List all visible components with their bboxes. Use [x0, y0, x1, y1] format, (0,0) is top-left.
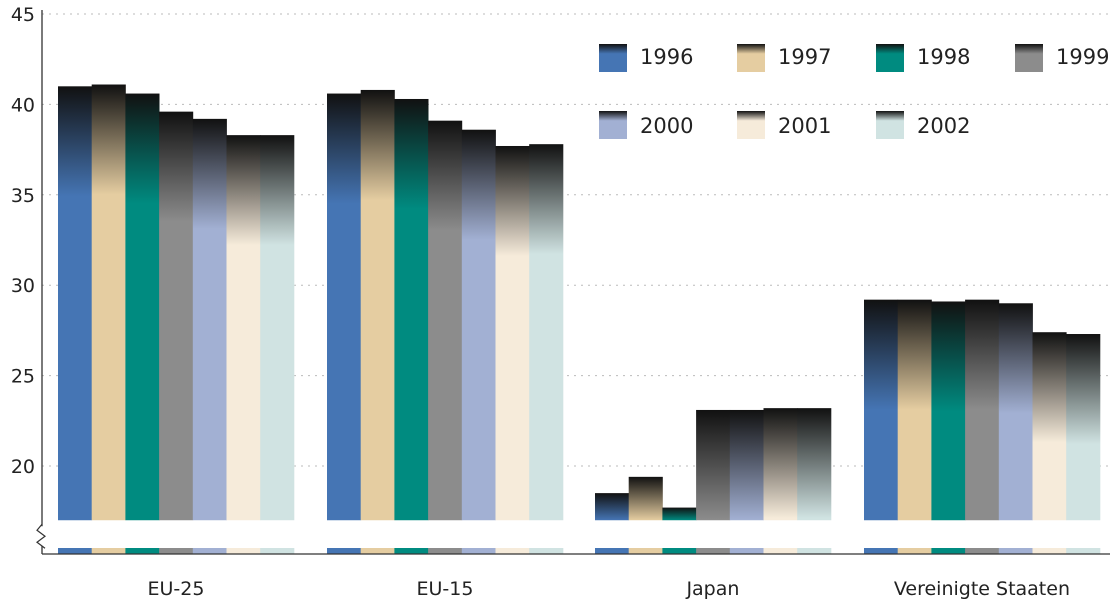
x-tick-label: Japan	[685, 578, 739, 600]
bar-japan-1999	[696, 409, 731, 521]
bar-eu-15-2000	[461, 129, 496, 521]
bar-stub	[428, 548, 463, 554]
bar-stub	[696, 548, 731, 554]
legend-label: 2001	[778, 114, 831, 138]
bar-vereinigte-staaten-1999	[965, 299, 1000, 521]
bar-stub	[226, 548, 261, 554]
category-labels: EU-25 EU-15 Japan Vereinigte Staaten	[147, 578, 1070, 600]
y-tick-label: 20	[11, 456, 35, 478]
bar-stub	[797, 548, 832, 554]
bar-stub	[931, 548, 966, 554]
bar-eu-25-1999	[159, 111, 194, 521]
bar-eu-15-2002	[529, 144, 564, 521]
bar-japan-1998	[662, 507, 697, 521]
bar-eu-15-1996	[327, 93, 362, 521]
bar-stub	[159, 548, 194, 554]
bar-stub	[763, 548, 798, 554]
bar-eu-15-1999	[428, 120, 463, 521]
legend-swatch	[599, 111, 627, 139]
bar-stub	[965, 548, 1000, 554]
bar-stub	[529, 548, 564, 554]
legend-label: 1996	[640, 45, 693, 69]
bar-stub	[192, 548, 227, 554]
bar-stub	[260, 548, 295, 554]
legend-swatch	[737, 44, 765, 72]
legend-swatch	[876, 111, 904, 139]
y-tick-label: 25	[11, 366, 35, 388]
legend-label: 2000	[640, 114, 693, 138]
bar-japan-1997	[628, 476, 663, 521]
bar-eu-25-1996	[58, 86, 93, 521]
legend-label: 2002	[917, 114, 970, 138]
bar-eu-25-1997	[91, 84, 126, 521]
x-tick-label: Vereinigte Staaten	[894, 578, 1070, 600]
x-tick-label: EU-25	[147, 578, 204, 600]
bar-stub	[864, 548, 899, 554]
bar-stub	[628, 548, 663, 554]
bar-stub	[1066, 548, 1101, 554]
bar-stub	[729, 548, 764, 554]
axis-break-marker	[36, 523, 46, 549]
bar-stub	[897, 548, 932, 554]
bars	[58, 84, 1101, 554]
y-axis-ticks: 20 25 30 35 40 45	[11, 4, 35, 478]
y-tick-label: 30	[11, 275, 35, 297]
bar-vereinigte-staaten-2001	[1032, 332, 1067, 521]
bar-stub	[595, 548, 630, 554]
bar-stub	[998, 548, 1033, 554]
bar-stub	[125, 548, 160, 554]
legend-label: 1998	[917, 45, 970, 69]
legend-swatch	[876, 44, 904, 72]
bar-stub	[394, 548, 429, 554]
bar-eu-15-1998	[394, 98, 429, 521]
bar-stub	[1032, 548, 1067, 554]
bar-vereinigte-staaten-1996	[864, 299, 899, 521]
bar-eu-25-1998	[125, 93, 160, 521]
y-tick-label: 40	[11, 94, 35, 116]
bar-stub	[461, 548, 496, 554]
legend-swatch	[737, 111, 765, 139]
bar-stub	[327, 548, 362, 554]
x-tick-label: EU-15	[416, 578, 473, 600]
legend-swatch	[1015, 44, 1043, 72]
bar-eu-15-1997	[360, 89, 395, 521]
bar-vereinigte-staaten-1998	[931, 301, 966, 521]
bar-japan-1996	[595, 493, 630, 521]
legend-label: 1999	[1056, 45, 1109, 69]
bar-stub	[495, 548, 530, 554]
bar-japan-2002	[797, 408, 832, 521]
axes	[36, 10, 1110, 555]
y-tick-label: 45	[11, 4, 35, 26]
bar-vereinigte-staaten-1997	[897, 299, 932, 521]
bar-vereinigte-staaten-2000	[998, 303, 1033, 521]
bar-eu-25-2001	[226, 135, 261, 521]
bar-japan-2001	[763, 408, 798, 521]
bar-eu-25-2002	[260, 135, 295, 521]
legend-swatch	[599, 44, 627, 72]
bar-eu-15-2001	[495, 145, 530, 521]
bar-stub	[91, 548, 126, 554]
bar-stub	[360, 548, 395, 554]
legend-label: 1997	[778, 45, 831, 69]
bar-stub	[662, 548, 697, 554]
bar-japan-2000	[729, 409, 764, 521]
y-tick-label: 35	[11, 185, 35, 207]
bar-vereinigte-staaten-2002	[1066, 334, 1101, 521]
bar-eu-25-2000	[192, 118, 227, 521]
legend: 1996 1997 1998 1999 2000 2001 2002	[599, 44, 1109, 139]
bar-stub	[58, 548, 93, 554]
